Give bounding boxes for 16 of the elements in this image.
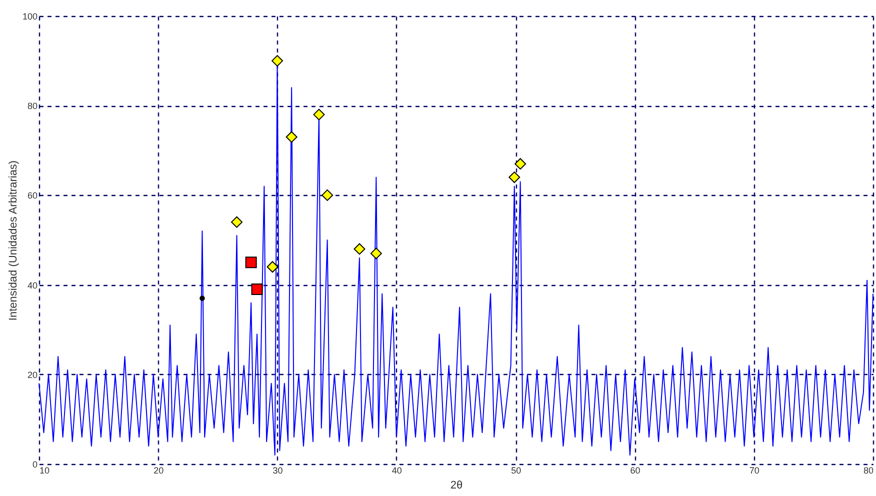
x-tick-label: 10	[40, 466, 50, 476]
x-tick-label: 60	[630, 466, 640, 476]
y-tick-label: 0	[32, 460, 38, 470]
y-tick-label: 60	[27, 190, 38, 201]
y-axis-title: Intensidad (Unidades Arbitrarias)	[7, 160, 20, 321]
y-tick-label: 40	[27, 280, 38, 290]
x-axis-title: 2θ	[450, 480, 463, 492]
y-tick-label: 20	[27, 370, 38, 380]
x-tick-label: 40	[392, 466, 402, 476]
y-tick-label: 80	[27, 101, 38, 112]
x-tick-label: 80	[863, 466, 874, 476]
x-tick-label: 30	[272, 466, 283, 476]
x-tick-label: 20	[154, 466, 164, 476]
x-tick-label: 50	[511, 466, 522, 476]
y-tick-label: 100	[22, 12, 38, 22]
x-tick-label: 70	[749, 466, 760, 476]
